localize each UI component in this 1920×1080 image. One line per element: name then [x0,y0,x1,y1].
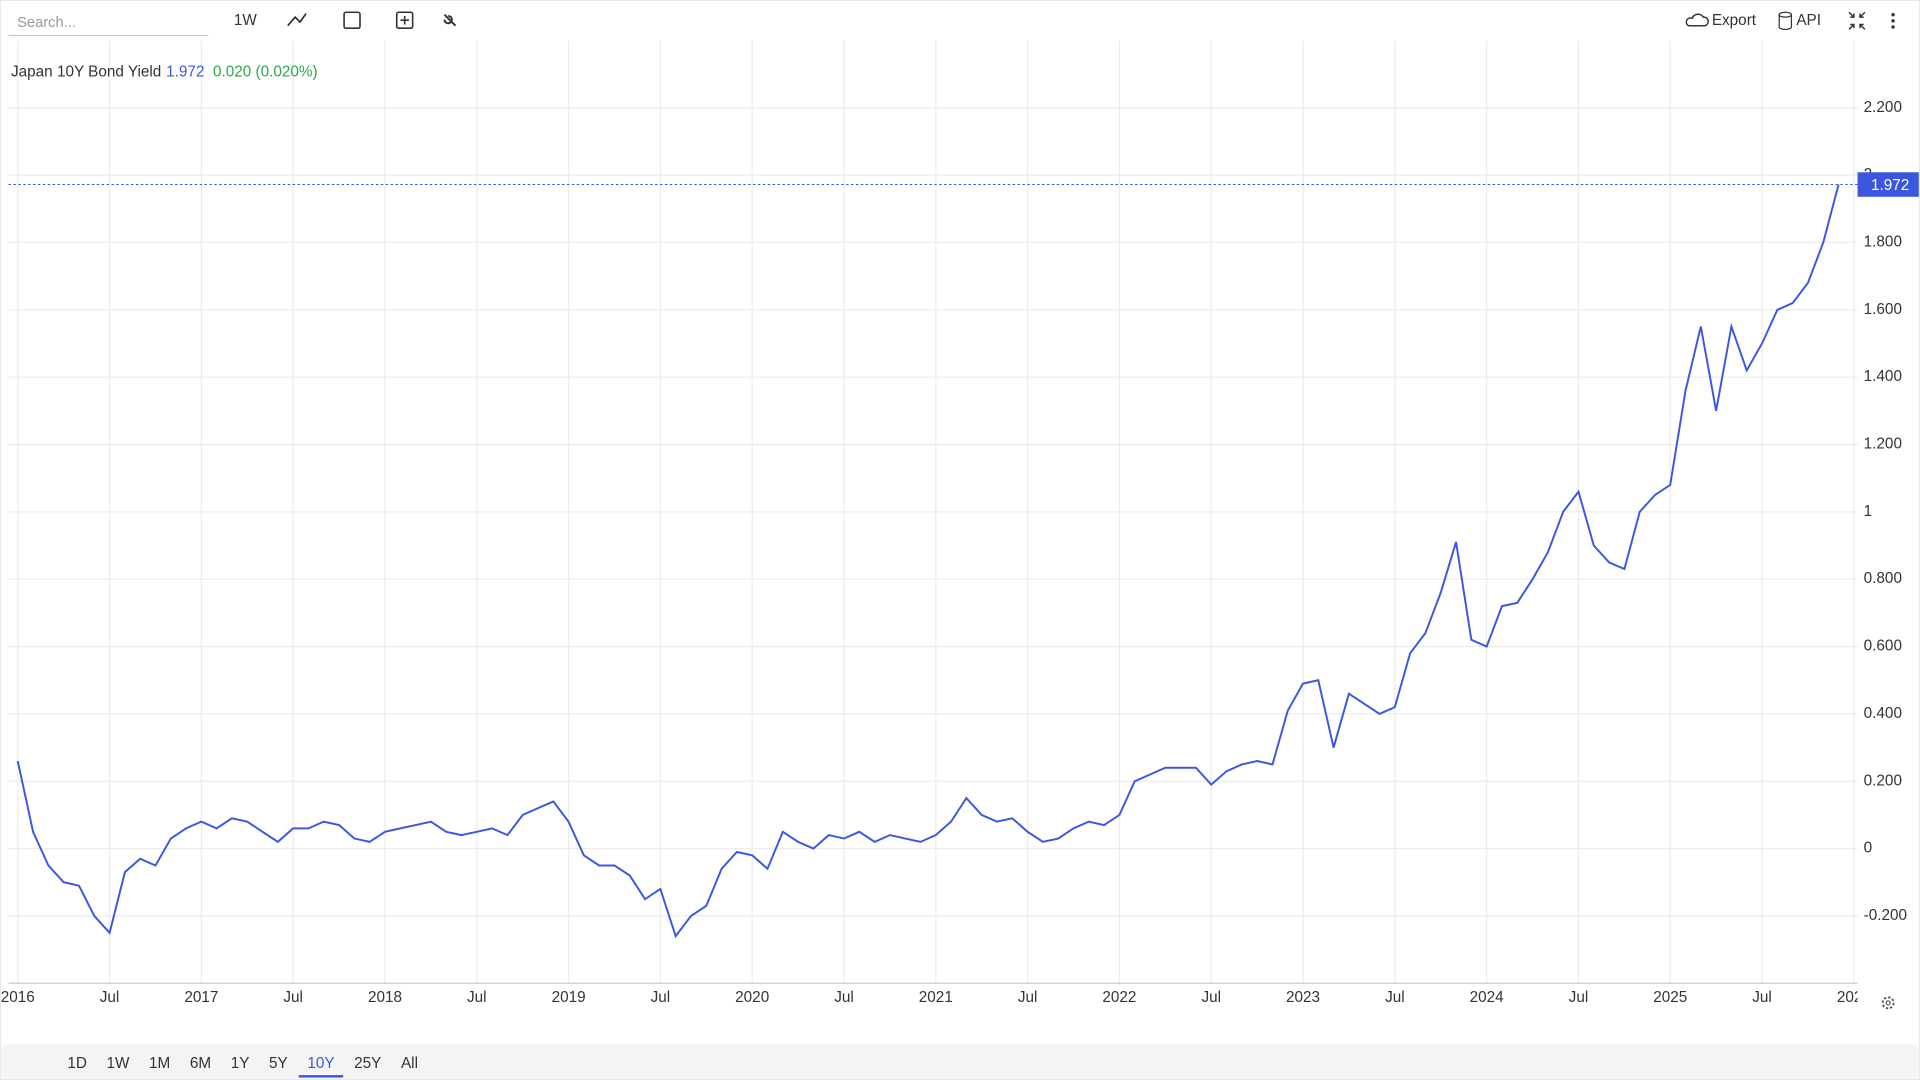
y-tick-label: 0.600 [1864,638,1902,655]
range-bar [1,1044,1919,1079]
plus-icon [400,15,409,25]
y-tick-label: 0.800 [1864,570,1902,587]
x-tick-label: 2016 [1,989,35,1006]
range-button[interactable]: 1D [67,1055,87,1072]
x-tick-label: 2023 [1286,989,1320,1006]
x-tick-label: 2024 [1470,989,1505,1006]
x-tick-label: 2020 [735,989,769,1006]
x-tick-label: 2025 [1653,989,1687,1006]
active-underline [298,1075,344,1078]
range-button[interactable]: 1M [149,1055,170,1072]
change: 0.020 (0.020%) [213,63,318,80]
range-button[interactable]: 10Y [307,1055,334,1072]
y-tick-label: 2.200 [1864,99,1902,116]
x-tick-label: Jul [1385,989,1405,1006]
x-tick-label: 2017 [184,989,218,1006]
x-tick-label: 2021 [919,989,953,1006]
x-tick-label: Jul [467,989,487,1006]
series-title: Japan 10Y Bond Yield [11,63,161,80]
y-tick-label: 1.200 [1864,436,1902,453]
y-tick-label: 0.400 [1864,705,1902,722]
range-button[interactable]: All [401,1055,418,1072]
add-indicator-button[interactable] [395,11,414,29]
plot: 2016 Jul 2017 Jul 2018 Jul 2019 Jul 2020 Jul 2021 J… [1,40,1919,1009]
y-tick-label: -0.200 [1864,907,1907,924]
y-tick-label: 1.400 [1864,368,1902,385]
x-tick-label: Jul [834,989,854,1006]
y-tick-label: 1.800 [1864,233,1902,250]
fullscreen-button[interactable] [1848,11,1866,30]
tools-button[interactable] [443,14,457,27]
export-button[interactable]: Export [1712,12,1757,29]
range-button[interactable]: 25Y [354,1055,381,1072]
settings-icon[interactable] [1881,996,1895,1010]
chart-type-button[interactable] [287,12,307,27]
api-button[interactable]: API [1796,12,1821,29]
y-tick-label: 1 [1864,503,1873,520]
range-button[interactable]: 6M [190,1055,211,1072]
x-tick-label: Jul [283,989,303,1006]
x-tick-label: 2018 [368,989,402,1006]
menu-button[interactable] [1891,12,1895,29]
toolbar: Search... 1W Export API [8,11,1895,37]
range-button[interactable]: 5Y [269,1055,288,1072]
range-button[interactable]: 1Y [231,1055,250,1072]
last-value-box [1857,172,1919,197]
x-tick-label: 2022 [1102,989,1136,1006]
x-tick-label: Jul [1201,989,1221,1006]
y-tick-label: 0 [1864,840,1873,857]
last-value: 1.972 [166,63,204,80]
x-tick-label: Jul [651,989,671,1006]
x-tick-label: Jul [100,989,120,1006]
clip-mask [1857,986,1883,1009]
export-icon [1685,13,1709,27]
range-button[interactable]: 1W [107,1055,131,1072]
x-tick-label: Jul [1018,989,1038,1006]
x-tick-label: Jul [1752,989,1772,1006]
api-icon-body [1778,14,1793,30]
interval-button[interactable]: 1W [234,12,258,29]
x-tick-label: Jul [1569,989,1589,1006]
range-buttons: 1D 1W 1M 6M 1Y 5Y 10Y 25Y All [67,1055,418,1078]
calendar-button[interactable] [343,11,361,29]
x-tick-label: 2019 [552,989,586,1006]
series-line [16,184,1840,939]
last-value-label: 1.972 [1871,177,1909,194]
search-box[interactable]: Search... [17,15,76,31]
y-tick-label: 0.200 [1864,772,1902,789]
y-tick-label: 1.600 [1864,301,1902,318]
